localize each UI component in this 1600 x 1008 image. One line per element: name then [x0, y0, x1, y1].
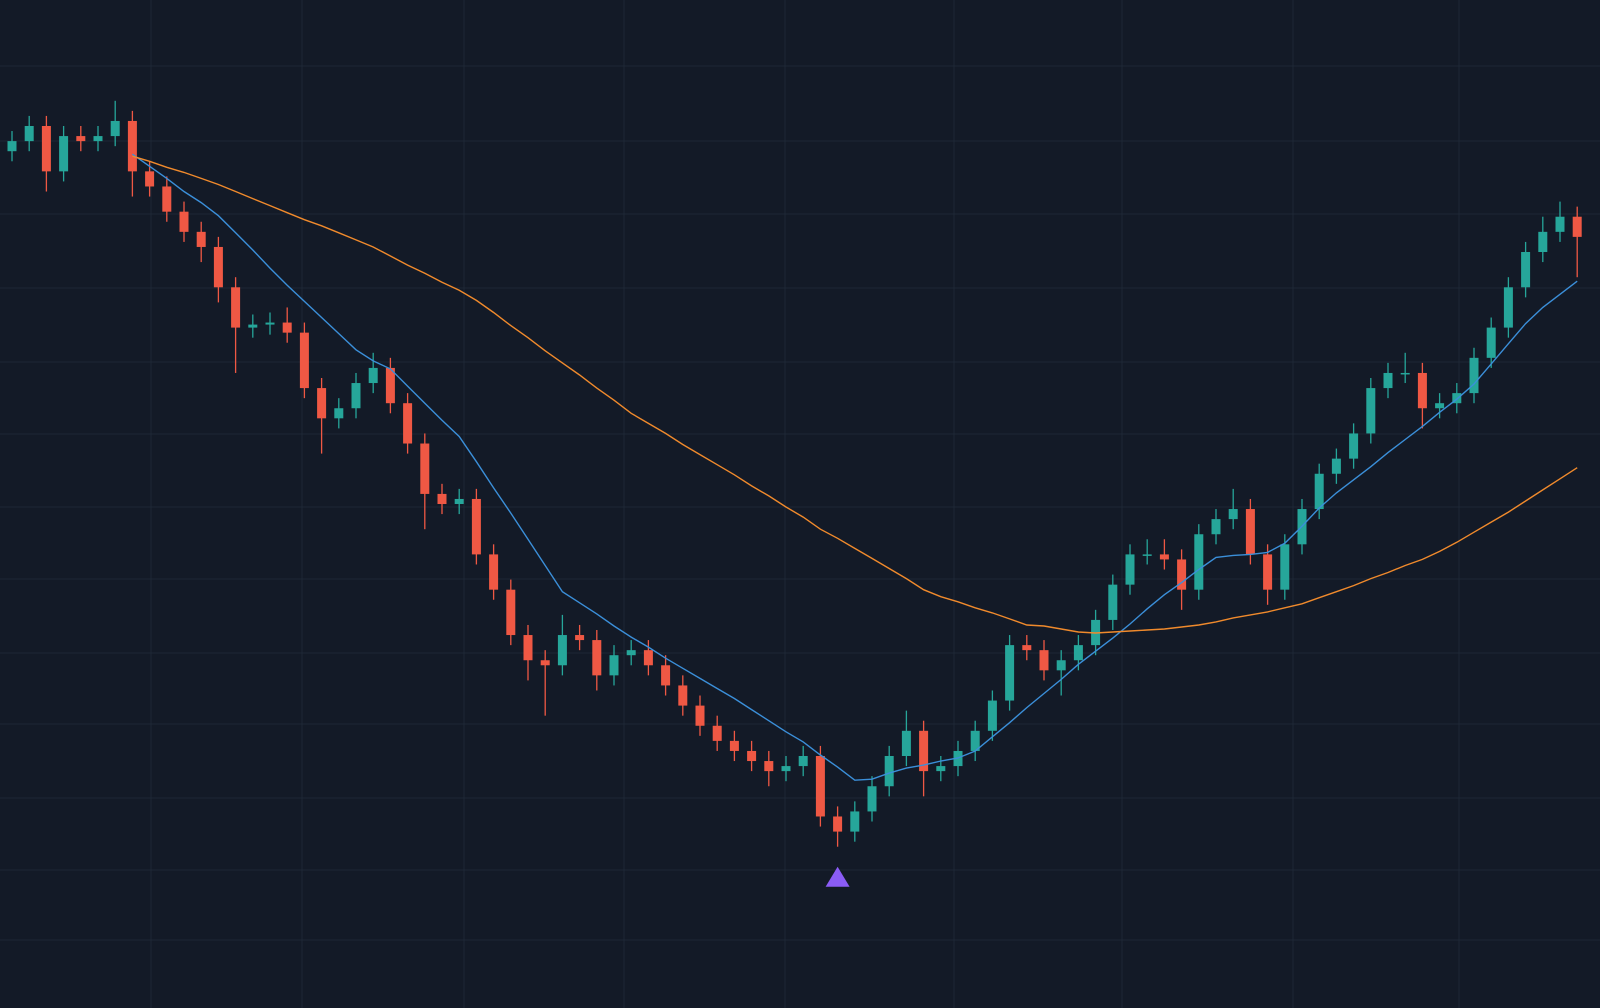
- candle-body: [1331, 458, 1341, 474]
- candle-body: [678, 685, 688, 706]
- candle-body: [506, 589, 516, 636]
- buy-signal-marker: [825, 866, 850, 887]
- candle-body: [1314, 473, 1324, 510]
- moving-average-line: [132, 155, 1578, 634]
- moving-average-line: [131, 153, 1578, 781]
- candle-body: [764, 761, 774, 772]
- candle-body: [1400, 372, 1410, 375]
- candle-body: [747, 750, 757, 762]
- candle-body: [437, 493, 447, 504]
- candle-body: [1159, 554, 1169, 560]
- candle-body: [970, 730, 980, 751]
- candle-body: [575, 635, 585, 641]
- candle-body: [231, 287, 241, 328]
- candle-body: [41, 126, 51, 172]
- candle-body: [334, 408, 344, 419]
- candle-body: [196, 231, 206, 247]
- candle-body: [213, 246, 223, 288]
- candle-body: [93, 136, 103, 142]
- candle-body: [1417, 372, 1427, 409]
- candle-body: [76, 136, 86, 142]
- candle-body: [24, 126, 34, 142]
- candle-body: [1503, 287, 1513, 328]
- candle-body: [1349, 433, 1359, 459]
- candle-body: [403, 403, 413, 444]
- candle-body: [1022, 645, 1032, 651]
- candle-body: [901, 730, 911, 756]
- candle-body: [420, 443, 430, 494]
- candle-body: [1211, 519, 1221, 535]
- candle-body: [592, 640, 602, 676]
- candle-body: [1194, 534, 1204, 590]
- candle-body: [884, 756, 894, 787]
- candle-body: [368, 367, 378, 384]
- candle-body: [1521, 252, 1531, 288]
- candle-body: [265, 322, 275, 325]
- candle-body: [59, 136, 69, 172]
- candle-body: [471, 498, 481, 555]
- candle-body: [1280, 544, 1290, 590]
- candle-body: [1263, 554, 1273, 590]
- candle-body: [1108, 584, 1118, 620]
- candle-body: [1538, 231, 1548, 252]
- candle-body: [1073, 645, 1083, 661]
- candle-body: [833, 816, 843, 832]
- candle-body: [850, 811, 860, 832]
- candle-body: [626, 650, 636, 656]
- candle-body: [1572, 216, 1582, 237]
- candle-body: [523, 635, 533, 661]
- candle-body: [1177, 559, 1187, 590]
- candle-body: [1435, 403, 1445, 409]
- candle-body: [661, 665, 671, 686]
- candle-body: [609, 655, 619, 676]
- candle-body: [987, 700, 997, 731]
- candle-body: [162, 186, 172, 212]
- candle-body: [1005, 645, 1015, 701]
- candle-body: [643, 650, 653, 666]
- candle-body: [815, 756, 825, 817]
- candle-body: [1486, 327, 1496, 358]
- candle-body: [7, 141, 17, 152]
- candle-body: [127, 120, 137, 172]
- candle-body: [385, 367, 395, 404]
- candle-body: [1142, 554, 1152, 556]
- candle-body: [1555, 216, 1565, 232]
- candle-body: [557, 635, 567, 666]
- candle-body: [695, 705, 705, 726]
- candle-body: [1366, 388, 1376, 434]
- candle-body: [781, 766, 791, 772]
- candle-body: [489, 554, 499, 590]
- candle-body: [712, 725, 722, 741]
- candle-body: [1039, 650, 1049, 671]
- candle-body: [110, 120, 120, 137]
- candle-body: [351, 383, 361, 409]
- candle-body: [936, 766, 946, 772]
- candle-body: [1383, 372, 1393, 389]
- candle-body: [1452, 393, 1462, 404]
- candle-body: [282, 322, 292, 333]
- candle-body: [798, 756, 808, 767]
- candle-body: [1056, 660, 1066, 671]
- candle-body: [179, 211, 189, 232]
- candle-body: [1469, 357, 1479, 394]
- candle-body: [867, 786, 877, 812]
- candle-body: [540, 660, 550, 666]
- candle-body: [729, 740, 739, 751]
- candle-body: [317, 388, 327, 419]
- candle-body: [1245, 509, 1255, 555]
- candle-body: [299, 332, 309, 389]
- candle-body: [1228, 509, 1238, 520]
- candle-body: [919, 730, 929, 772]
- candle-body: [145, 171, 155, 187]
- candle-body: [248, 324, 258, 328]
- candle-body: [454, 498, 464, 504]
- candle-body: [1125, 554, 1135, 585]
